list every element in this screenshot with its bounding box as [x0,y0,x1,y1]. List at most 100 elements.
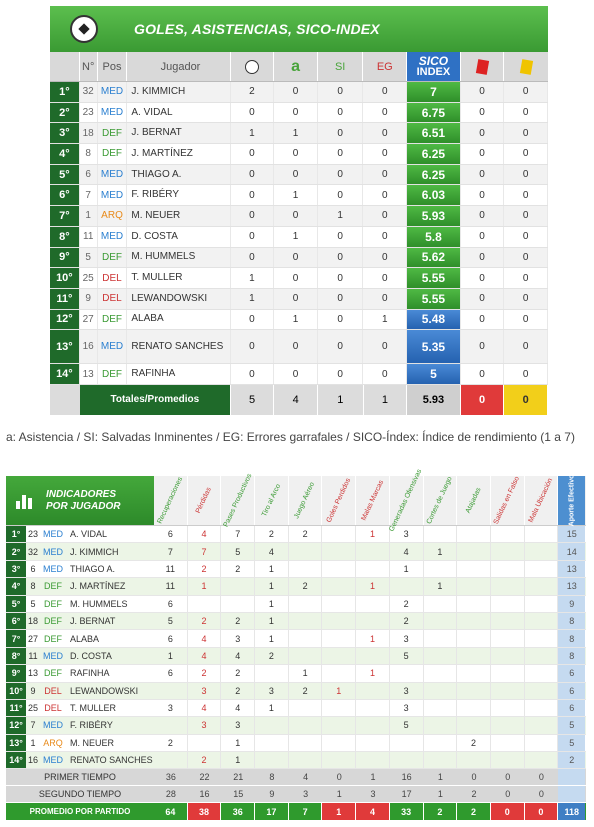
indicators-title-line1: INDICADORES [46,488,117,500]
shirt-number: 1 [30,737,36,748]
indicator-cell: 6 [154,665,188,682]
sico-index-cell: 6.03 [407,185,461,206]
indicator-cell: 5 [154,612,188,630]
shirt-number: 7 [30,720,36,731]
totals-eg: 1 [364,384,408,415]
eg-cell: 0 [363,164,408,185]
indicator-cell [525,717,559,734]
indicator-cell [525,630,559,647]
indicator-cell: 1 [424,578,458,595]
goals-cell: 0 [231,226,275,247]
summary-cell: 15 [233,789,244,800]
promedio-cell: 38 [187,803,222,821]
summary-cell: 22 [199,772,210,783]
col-pos: Pos [98,52,128,81]
promedio-cell: 7 [289,803,323,821]
table-row: 4° 8 DEF J. MARTÍNEZ 11 1 1 2 1 1 13 [6,578,586,596]
position-cell: MED [98,102,128,123]
col-assists: a [274,52,318,81]
indicator-cell [356,734,390,752]
position-cell: ARQ [98,206,128,226]
indicator-cell [491,630,525,647]
col-player: Jugador [127,52,231,81]
goals-table-title: GOLES, ASISTENCIAS, SICO-INDEX [134,21,380,37]
summary-cell: 4 [303,772,309,783]
table-row: 5° 5 DEF M. HUMMELS 6 1 2 9 [6,595,586,613]
indicator-cell: 2 [188,665,222,682]
indicator-cell: 1 [255,560,289,578]
player-name: F. RIBÉRY [127,185,231,206]
position-cell: DEL [98,268,128,288]
rank-cell: 10° [50,268,80,288]
rank-cell: 4° [50,144,80,164]
shirt-number: 11 [80,226,98,247]
indicator-cell [289,612,323,630]
indicator-cell [322,752,357,769]
shirt-number: 1 [80,206,98,226]
indicator-cell [424,560,458,578]
indicator-cell: 5 [221,543,256,560]
indicator-column-label: Mala Ubicación [527,477,555,524]
table-row: 13° 1 ARQ M. NEUER 2 1 2 5 [6,734,586,753]
indicator-cell [525,560,559,578]
indicator-cell: 2 [289,526,323,543]
position-cell: DEL [44,703,62,714]
si-cell: 1 [318,206,364,226]
red-card-cell: 0 [461,206,505,226]
player-name: M. NEUER [70,737,115,748]
indicator-cell: 4 [221,647,256,665]
indicator-cell [525,665,559,682]
table-row: 1° 32 MED J. KIMMICH 2 0 0 0 7 0 0 [50,82,548,103]
aporte-cell: 8 [558,612,586,630]
rank-cell: 12° [50,309,80,330]
player-name: T. MULLER [127,268,231,288]
si-cell: 0 [318,247,364,268]
summary-cell: 3 [370,789,376,800]
summary-cell: 36 [165,772,176,783]
goals-cell: 0 [231,309,275,330]
table-row: 2° 23 MED A. VIDAL 0 0 0 0 6.75 0 0 [50,102,548,124]
position-cell: DEF [44,616,62,627]
rank-cell: 7° [6,630,26,647]
indicator-cell [424,526,458,543]
position-cell: MED [98,330,128,364]
indicator-cell [289,734,323,752]
assists-cell: 0 [274,144,318,164]
totals-index: 5.93 [407,384,461,415]
si-cell: 0 [318,330,364,364]
indicator-cell: 2 [289,578,323,595]
yellow-card-cell: 0 [504,309,548,330]
summary-cell: 1 [336,789,342,800]
indicator-cell: 2 [188,612,222,630]
table-row: 9° 13 DEF RAFINHA 6 2 2 1 1 6 [6,665,586,683]
indicator-column-label: Salidas en Falso [493,475,522,526]
indicator-cell [322,665,357,682]
goals-cell: 0 [231,144,275,164]
red-card-cell: 0 [461,247,505,268]
indicator-cell [221,578,256,595]
indicator-cell: 2 [221,560,256,578]
sico-index-cell: 6.25 [407,144,461,164]
indicator-cell [322,543,357,560]
shirt-number: 32 [27,546,38,557]
aporte-cell: 14 [558,543,586,560]
rank-cell: 3° [6,560,26,578]
player-name: J. BERNAT [70,616,116,627]
indicator-column-label: Generadas Ofensivas [388,468,424,533]
red-card-cell: 0 [461,102,505,123]
rank-cell: 8° [6,647,26,665]
table-row: 11° 9 DEL LEWANDOWSKI 1 0 0 0 5.55 0 0 [50,288,548,310]
rank-cell: 8° [50,226,80,247]
indicator-cell [221,595,256,612]
sico-index-cell: 6.25 [407,164,461,185]
promedio-aporte-cell: 118 [558,803,586,821]
indicator-cell [424,734,458,752]
indicator-cell [390,665,424,682]
indicator-cell [154,717,188,734]
promedio-cell: 1 [322,803,357,821]
position-cell: MED [43,546,63,557]
player-name: RAFINHA [70,668,110,679]
indicator-cell [457,595,491,612]
si-cell: 0 [318,364,364,384]
rank-cell: 13° [50,330,80,364]
